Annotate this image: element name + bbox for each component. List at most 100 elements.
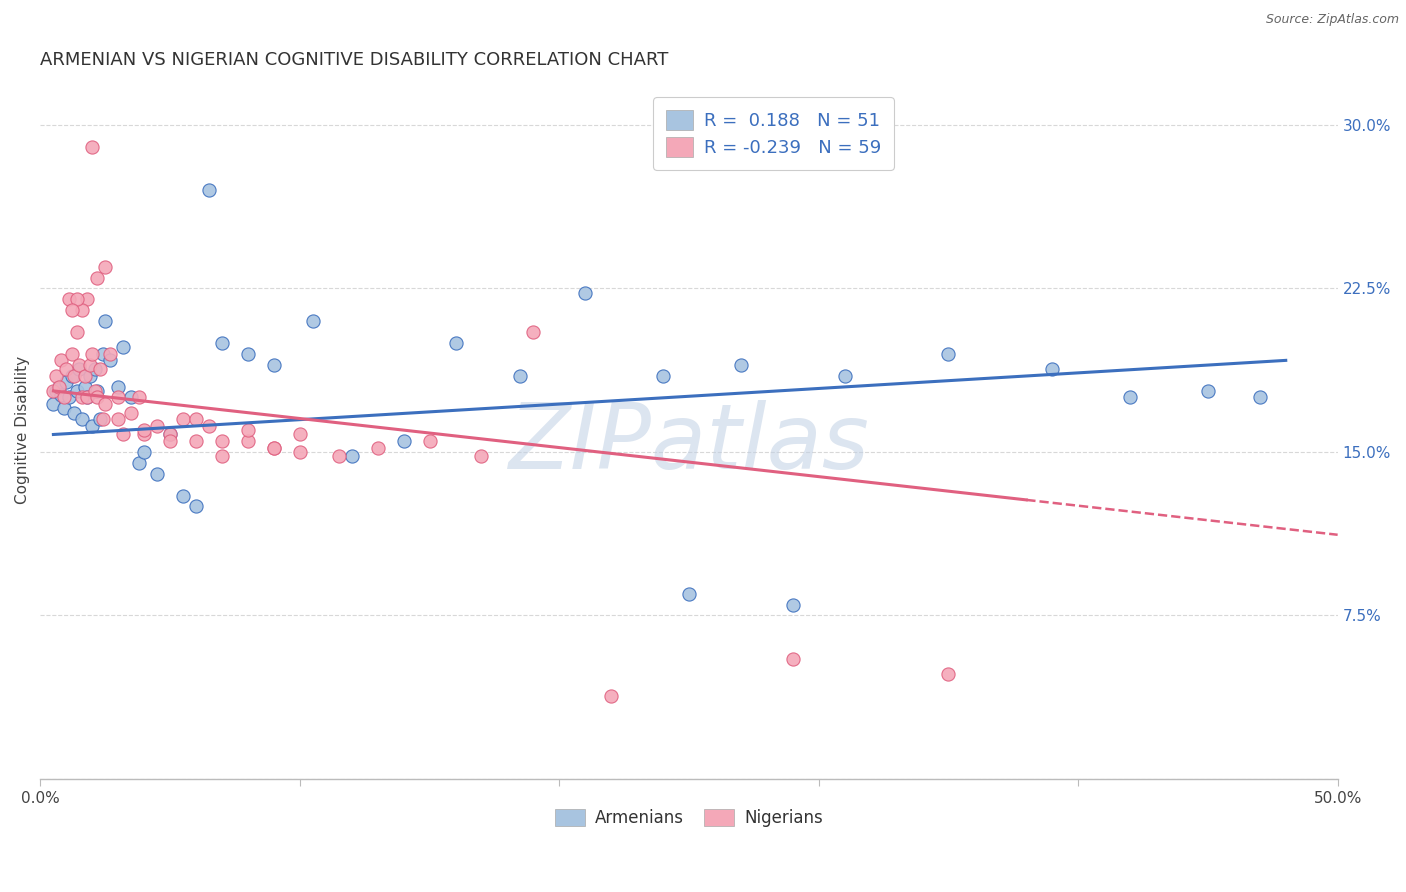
Point	[263, 441, 285, 455]
Point	[146, 467, 169, 481]
Point	[522, 325, 544, 339]
Point	[159, 427, 181, 442]
Point	[107, 412, 129, 426]
Point	[48, 379, 70, 393]
Point	[91, 412, 114, 426]
Text: ZIPatlas: ZIPatlas	[509, 401, 869, 488]
Point	[172, 489, 194, 503]
Point	[82, 140, 104, 154]
Point	[574, 285, 596, 300]
Point	[66, 293, 89, 307]
Point	[58, 293, 80, 307]
Point	[600, 689, 623, 703]
Point	[79, 358, 101, 372]
Point	[128, 391, 150, 405]
Point	[146, 418, 169, 433]
Point	[159, 427, 181, 442]
Point	[782, 652, 804, 666]
Point	[211, 335, 233, 350]
Point	[211, 434, 233, 448]
Point	[128, 456, 150, 470]
Legend: Armenians, Nigerians: Armenians, Nigerians	[548, 802, 830, 833]
Text: Source: ZipAtlas.com: Source: ZipAtlas.com	[1265, 13, 1399, 27]
Point	[652, 368, 675, 383]
Point	[107, 379, 129, 393]
Point	[134, 423, 156, 437]
Point	[60, 347, 83, 361]
Point	[509, 368, 531, 383]
Point	[1197, 384, 1219, 398]
Point	[120, 391, 142, 405]
Point	[70, 303, 93, 318]
Point	[79, 368, 101, 383]
Text: ARMENIAN VS NIGERIAN COGNITIVE DISABILITY CORRELATION CHART: ARMENIAN VS NIGERIAN COGNITIVE DISABILIT…	[41, 51, 669, 69]
Point	[89, 362, 111, 376]
Point	[94, 260, 117, 274]
Point	[678, 586, 700, 600]
Point	[100, 347, 122, 361]
Point	[82, 418, 104, 433]
Point	[288, 427, 311, 442]
Point	[51, 388, 73, 402]
Point	[236, 347, 259, 361]
Point	[42, 397, 65, 411]
Point	[86, 270, 108, 285]
Point	[89, 412, 111, 426]
Point	[48, 379, 70, 393]
Point	[134, 427, 156, 442]
Point	[100, 353, 122, 368]
Point	[340, 450, 363, 464]
Point	[834, 368, 856, 383]
Point	[86, 391, 108, 405]
Point	[60, 303, 83, 318]
Point	[184, 500, 207, 514]
Point	[112, 427, 135, 442]
Y-axis label: Cognitive Disability: Cognitive Disability	[15, 356, 30, 504]
Point	[938, 667, 960, 681]
Point	[94, 397, 117, 411]
Point	[70, 412, 93, 426]
Point	[301, 314, 323, 328]
Point	[419, 434, 441, 448]
Point	[67, 362, 90, 376]
Point	[782, 598, 804, 612]
Point	[184, 434, 207, 448]
Point	[76, 391, 98, 405]
Point	[83, 384, 105, 398]
Point	[263, 441, 285, 455]
Point	[236, 434, 259, 448]
Point	[51, 353, 73, 368]
Point	[42, 384, 65, 398]
Point	[73, 379, 96, 393]
Point	[70, 391, 93, 405]
Point	[211, 450, 233, 464]
Point	[52, 401, 75, 416]
Point	[120, 406, 142, 420]
Point	[134, 445, 156, 459]
Point	[470, 450, 492, 464]
Point	[63, 406, 86, 420]
Point	[45, 384, 67, 398]
Point	[730, 358, 752, 372]
Point	[94, 314, 117, 328]
Point	[938, 347, 960, 361]
Point	[66, 325, 89, 339]
Point	[55, 362, 77, 376]
Point	[91, 347, 114, 361]
Point	[73, 368, 96, 383]
Point	[198, 418, 221, 433]
Point	[76, 293, 98, 307]
Point	[367, 441, 389, 455]
Point	[66, 384, 89, 398]
Point	[83, 362, 105, 376]
Point	[76, 391, 98, 405]
Point	[198, 183, 221, 197]
Point	[1249, 391, 1271, 405]
Point	[172, 412, 194, 426]
Point	[112, 340, 135, 354]
Point	[67, 358, 90, 372]
Point	[52, 391, 75, 405]
Point	[392, 434, 415, 448]
Point	[236, 423, 259, 437]
Point	[82, 347, 104, 361]
